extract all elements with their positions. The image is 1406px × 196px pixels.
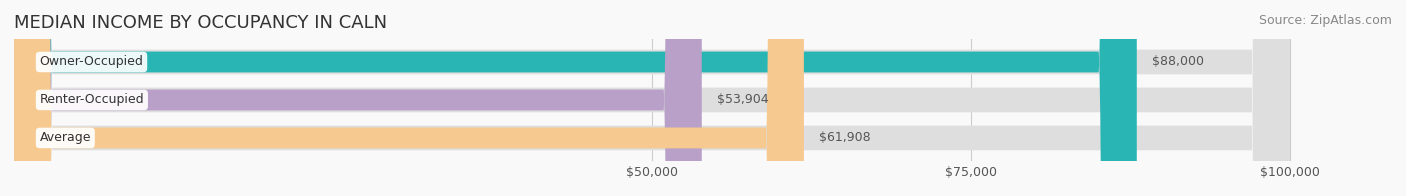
Text: $53,904: $53,904 (717, 93, 769, 106)
Text: Renter-Occupied: Renter-Occupied (39, 93, 145, 106)
FancyBboxPatch shape (14, 0, 1137, 196)
FancyBboxPatch shape (14, 0, 1289, 196)
Text: Owner-Occupied: Owner-Occupied (39, 55, 143, 68)
Text: MEDIAN INCOME BY OCCUPANCY IN CALN: MEDIAN INCOME BY OCCUPANCY IN CALN (14, 14, 387, 32)
Text: $88,000: $88,000 (1152, 55, 1204, 68)
FancyBboxPatch shape (14, 0, 804, 196)
Text: Average: Average (39, 132, 91, 144)
FancyBboxPatch shape (14, 0, 1289, 196)
Text: Source: ZipAtlas.com: Source: ZipAtlas.com (1258, 14, 1392, 27)
FancyBboxPatch shape (14, 0, 702, 196)
FancyBboxPatch shape (14, 0, 1289, 196)
Text: $61,908: $61,908 (820, 132, 870, 144)
